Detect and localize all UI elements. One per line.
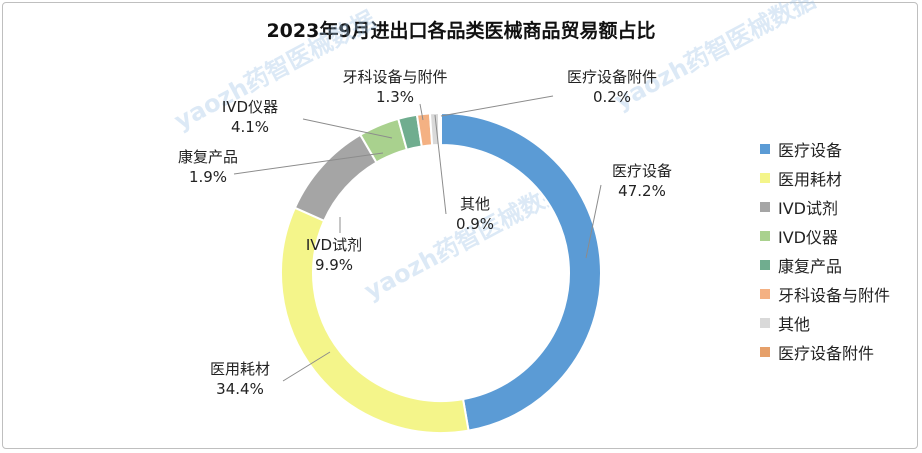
- legend-swatch: [760, 172, 770, 183]
- leader-line: [585, 184, 602, 259]
- leader-line: [419, 103, 424, 121]
- legend-label: 医疗设备: [778, 140, 843, 160]
- slice-label-name: IVD试剂: [306, 236, 362, 254]
- legend-label: 牙科设备与附件: [778, 285, 891, 305]
- leader-line: [233, 152, 384, 175]
- slice-label-name: 医疗设备: [612, 162, 672, 180]
- legend-item: 医用耗材: [760, 163, 890, 192]
- slice-label-name: 医用耗材: [210, 360, 270, 378]
- leader-line: [440, 95, 554, 117]
- legend-swatch: [760, 230, 770, 241]
- legend-swatch: [760, 346, 770, 357]
- legend-item: 其他: [760, 308, 890, 337]
- leader-line: [302, 118, 393, 139]
- slice-label-value: 1.9%: [189, 168, 227, 186]
- slice-label-value: 1.3%: [376, 88, 414, 106]
- slice-label-value: 0.9%: [456, 215, 494, 233]
- leader-line: [282, 351, 331, 382]
- slice-label-value: 0.2%: [593, 88, 631, 106]
- legend-item: 康复产品: [760, 250, 890, 279]
- slice-label-name: 医疗设备附件: [567, 68, 657, 86]
- slice-label-value: 47.2%: [618, 182, 666, 200]
- slice-label-value: 9.9%: [315, 256, 353, 274]
- legend-item: 牙科设备与附件: [760, 279, 890, 308]
- chart-title: 2023年9月进出口各品类医械商品贸易额占比: [266, 20, 656, 42]
- legend-label: 其他: [778, 314, 811, 334]
- leader-line: [434, 114, 447, 215]
- legend-label: IVD仪器: [778, 227, 838, 247]
- slice-label-name: 康复产品: [178, 148, 238, 166]
- legend-label: 医疗设备附件: [778, 343, 875, 363]
- slice-label-name: IVD仪器: [222, 98, 278, 116]
- legend-label: IVD试剂: [778, 198, 838, 218]
- legend-label: 医用耗材: [778, 169, 843, 189]
- slice-2: [293, 133, 378, 223]
- legend-item: IVD仪器: [760, 221, 890, 250]
- legend-item: 医疗设备附件: [760, 337, 890, 366]
- slice-label-value: 34.4%: [216, 380, 264, 398]
- legend-swatch: [760, 288, 770, 299]
- legend: 医疗设备医用耗材 IVD试剂 IVD仪器康复产品牙科设备与附件 其他医疗设备附件: [760, 134, 890, 366]
- legend-swatch: [760, 143, 770, 154]
- legend-swatch: [760, 259, 770, 270]
- slice-7: [437, 111, 442, 147]
- legend-swatch: [760, 201, 770, 212]
- legend-swatch: [760, 317, 770, 328]
- slice-label-name: 其他: [460, 195, 490, 213]
- legend-item: IVD试剂: [760, 192, 890, 221]
- slice-0: [440, 111, 602, 432]
- slice-label-value: 4.1%: [231, 118, 269, 136]
- watermark-text: yaozh药智医械数据: [610, 0, 820, 115]
- legend-item: 医疗设备: [760, 134, 890, 163]
- slice-label-name: 牙科设备与附件: [342, 68, 447, 86]
- legend-label: 康复产品: [778, 256, 843, 276]
